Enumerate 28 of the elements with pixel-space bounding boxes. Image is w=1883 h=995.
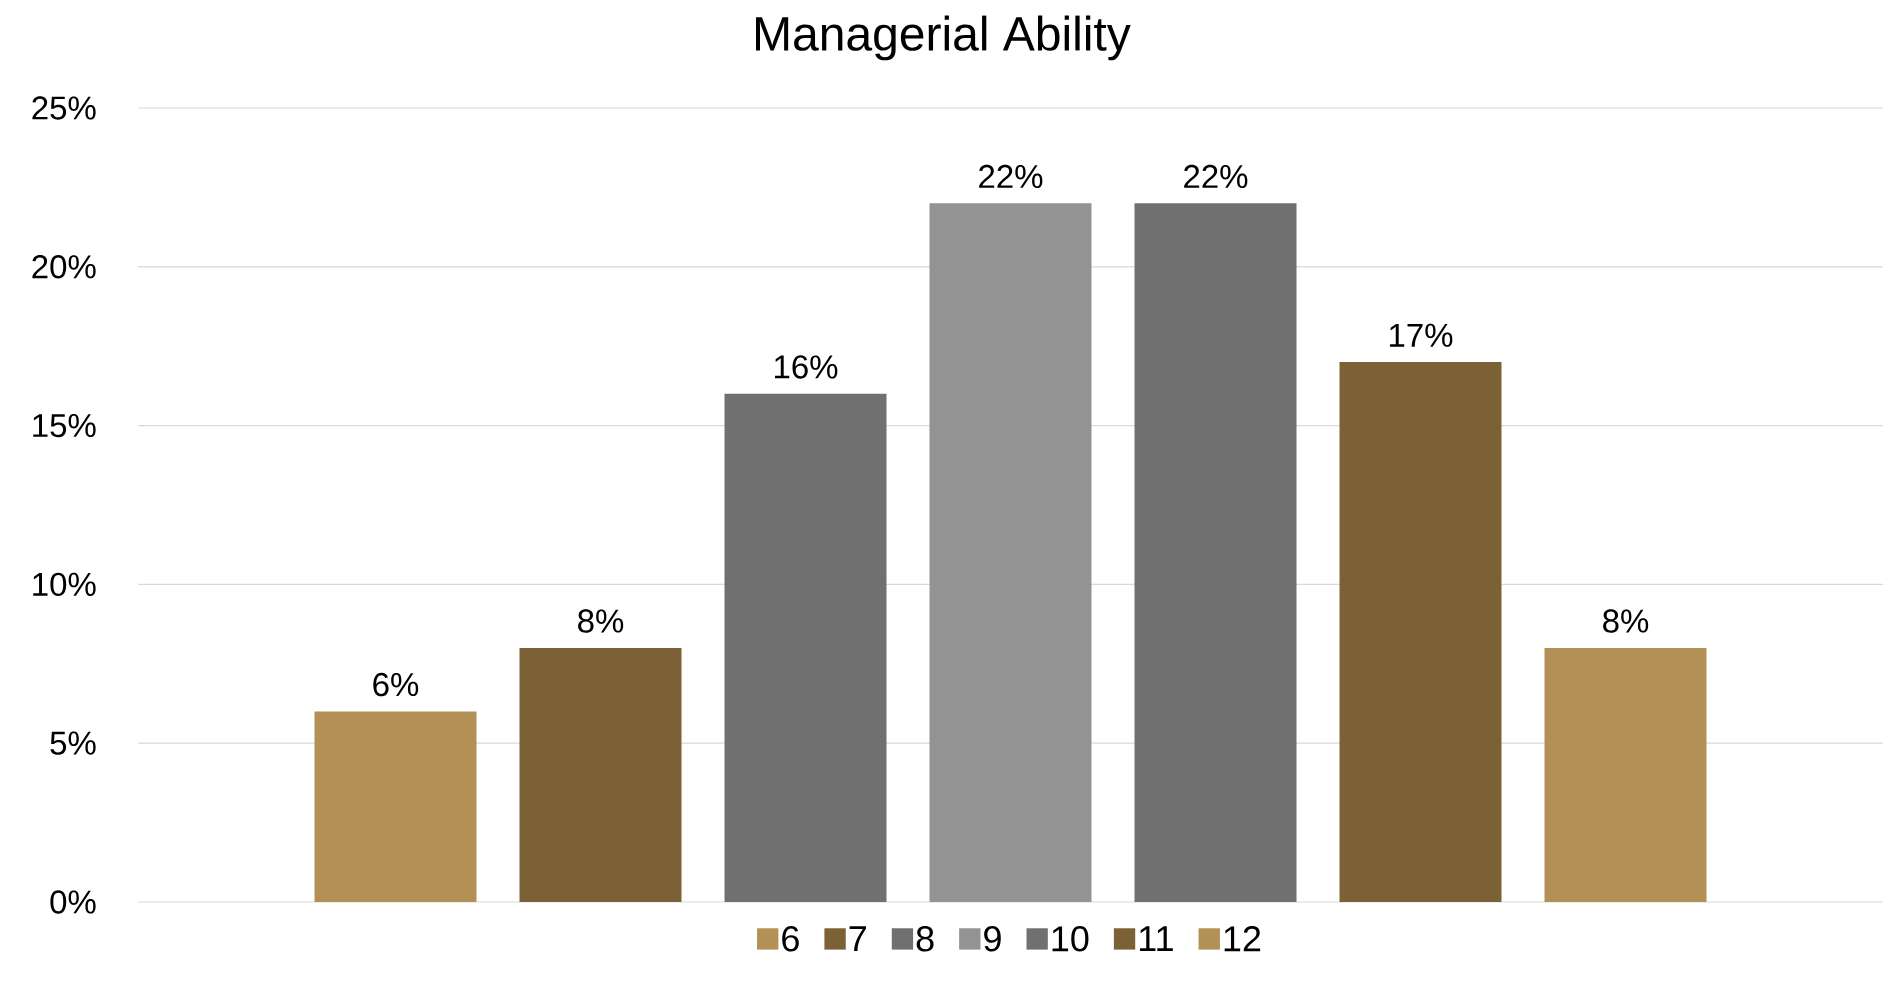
bar: [314, 711, 477, 902]
bar: [724, 393, 887, 902]
bar: [519, 647, 682, 902]
y-tick-label: 25%: [32, 96, 96, 120]
data-label: 8%: [1603, 609, 1649, 633]
y-tick-label: 0%: [50, 890, 96, 914]
chart-title: Managerial Ability: [756, 15, 1131, 61]
y-tick-label: 10%: [33, 572, 96, 597]
legend-label: 8: [916, 926, 934, 952]
data-label: 6%: [373, 672, 419, 697]
y-tick-label: 15%: [33, 413, 96, 438]
data-label: 16%: [774, 355, 838, 379]
data-label: 17%: [1389, 323, 1453, 347]
bar: [1544, 647, 1707, 902]
legend-label: 10: [1052, 926, 1089, 952]
legend-label: 9: [984, 926, 1001, 952]
data-label: 8%: [578, 609, 624, 633]
legend-label: 7: [849, 926, 866, 951]
data-label: 22%: [1184, 164, 1248, 189]
legend-label: 12: [1224, 926, 1261, 952]
y-tick-label: 5%: [50, 731, 96, 755]
bar: [1339, 362, 1502, 902]
data-label: 22%: [979, 164, 1043, 189]
legend-label: 11: [1139, 926, 1173, 951]
bar: [929, 203, 1092, 902]
legend-label: 6: [782, 926, 799, 952]
y-tick-label: 20%: [32, 255, 96, 279]
bar: [1134, 203, 1297, 902]
